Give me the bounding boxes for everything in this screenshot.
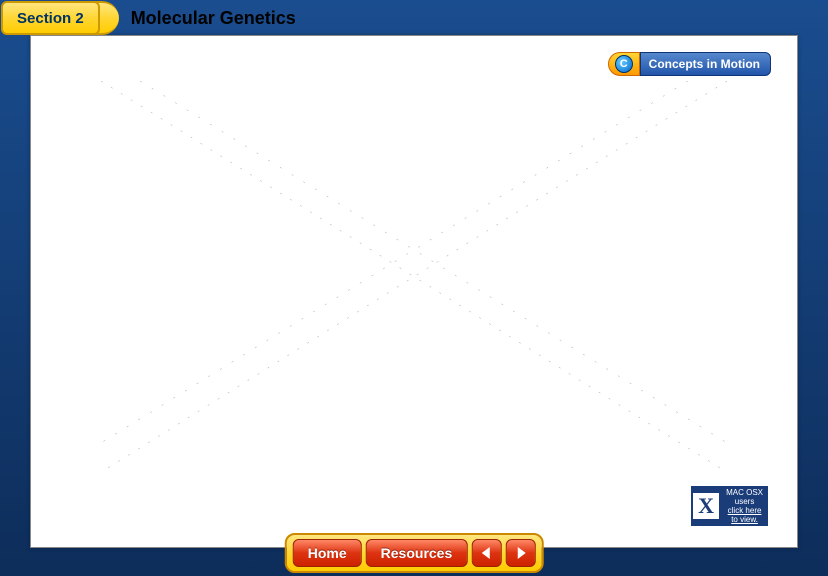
- concepts-icon-wrap: C: [608, 52, 640, 76]
- arrow-left-icon: [477, 545, 495, 561]
- prev-arrow-button[interactable]: [471, 539, 501, 567]
- header-bar: Section 2 Molecular Genetics: [0, 0, 828, 36]
- section-label: Section 2: [17, 10, 84, 27]
- home-button[interactable]: Home: [293, 539, 362, 567]
- mac-line2: users: [726, 497, 763, 506]
- arrow-right-icon: [511, 545, 529, 561]
- concepts-label: Concepts in Motion: [640, 52, 771, 76]
- mac-osx-button[interactable]: X MAC OSX users click here to view.: [690, 485, 769, 527]
- content-panel: C Concepts in Motion X MAC OSX users cli…: [30, 35, 798, 548]
- concepts-in-motion-button[interactable]: C Concepts in Motion: [608, 52, 771, 76]
- mac-line3: click here: [726, 506, 763, 515]
- concepts-swirl-icon: C: [615, 55, 633, 73]
- mac-text: MAC OSX users click here to view.: [723, 488, 766, 524]
- watermark-x-pattern: [101, 81, 727, 472]
- bottom-nav-bar: Home Resources: [285, 533, 544, 573]
- mac-line1: MAC OSX: [726, 488, 763, 497]
- resources-button[interactable]: Resources: [366, 539, 468, 567]
- next-arrow-button[interactable]: [505, 539, 535, 567]
- section-tab: Section 2: [1, 1, 100, 35]
- page-title: Molecular Genetics: [119, 0, 296, 36]
- mac-line4: to view.: [726, 515, 763, 524]
- mac-x-icon: X: [693, 493, 719, 519]
